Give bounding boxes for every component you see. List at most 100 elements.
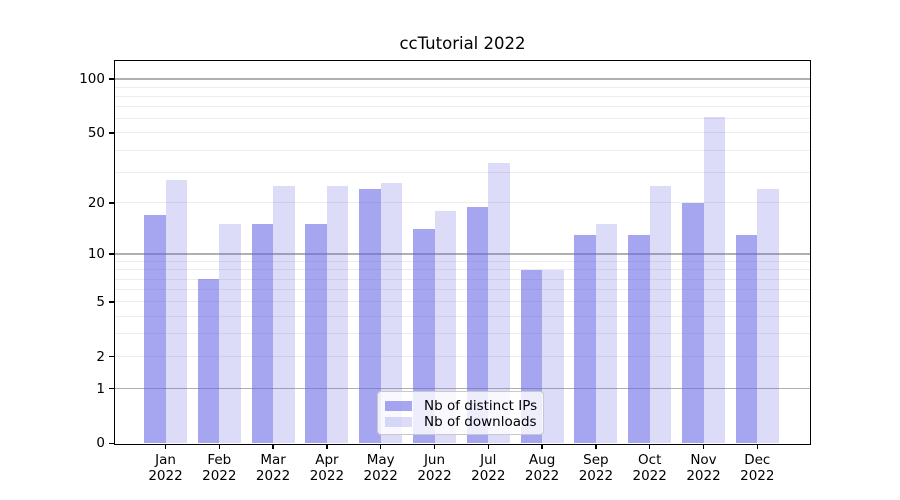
bar-downloads-aug: [542, 269, 564, 444]
x-tick-label-line: 2022: [471, 467, 506, 484]
x-tick-mark-may: [379, 444, 382, 450]
x-tick-label-line: Jun: [423, 452, 446, 468]
x-tick-label-line: 2022: [255, 467, 291, 484]
x-tick-mark-sep: [595, 444, 597, 450]
x-tick-label-aug: Aug 2022: [502, 452, 582, 484]
gridline-y-60: [115, 118, 810, 120]
y-tick-mark-0: [109, 442, 114, 445]
bar-downloads-dec: [757, 189, 779, 444]
bar-distinct-ips-feb: [197, 279, 220, 444]
y-tick-mark-100: [109, 78, 114, 80]
y-tick-mark-5: [109, 301, 114, 303]
bar-downloads-jun: [434, 210, 456, 444]
x-tick-mark-jun: [433, 444, 436, 450]
x-tick-label-line: 2022: [309, 467, 345, 484]
x-tick-label-line: 2022: [148, 467, 183, 484]
x-tick-mark-dec: [756, 444, 759, 450]
bar-distinct-ips-jun: [413, 229, 435, 444]
bar-distinct-ips-jan: [144, 215, 166, 444]
x-tick-mark-jan: [164, 444, 167, 450]
gridline-y-5: [115, 301, 810, 303]
bar-downloads-may: [380, 183, 403, 444]
x-tick-label-line: Mar: [260, 452, 286, 468]
x-tick-label-line: 2022: [632, 467, 667, 484]
bar-downloads-mar: [273, 186, 295, 444]
bar-downloads-sep: [595, 224, 618, 444]
x-tick-label-line: Apr: [315, 452, 339, 468]
x-tick-label-line: May: [366, 452, 395, 468]
legend-label-downloads: Nb of downloads: [424, 414, 537, 430]
legend-label-distinct-ips: Nb of distinct IPs: [424, 398, 538, 414]
y-tick-label-10: 10: [87, 245, 105, 262]
x-tick-label-nov: Nov 2022: [664, 452, 744, 484]
y-tick-label-2: 2: [96, 348, 105, 365]
x-tick-label-mar: Mar 2022: [233, 452, 313, 484]
legend-swatch-downloads: [385, 417, 412, 427]
gridline-y-30: [115, 171, 810, 173]
x-tick-label-apr: Apr 2022: [287, 452, 367, 484]
gridline-y-2: [115, 356, 810, 358]
x-tick-mark-jul: [487, 444, 490, 450]
y-tick-mark-1: [109, 387, 114, 390]
x-tick-label-line: Nov: [690, 452, 717, 468]
x-tick-label-line: 2022: [686, 467, 721, 484]
bar-downloads-jul: [488, 162, 510, 444]
x-tick-label-may: May 2022: [341, 452, 421, 484]
y-tick-label-5: 5: [96, 293, 105, 310]
x-tick-label-line: Feb: [207, 452, 232, 468]
y-tick-label-20: 20: [87, 194, 105, 211]
x-tick-mark-nov: [702, 444, 705, 450]
y-tick-mark-50: [109, 132, 114, 134]
bar-distinct-ips-apr: [305, 224, 327, 444]
gridline-y-80: [115, 95, 810, 97]
bar-downloads-apr: [326, 186, 349, 444]
gridline-y-9: [115, 261, 810, 262]
x-tick-label-line: Sep: [583, 452, 609, 468]
bar-downloads-oct: [649, 186, 672, 444]
x-tick-mark-aug: [541, 444, 543, 450]
bar-distinct-ips-mar: [251, 224, 274, 444]
x-tick-mark-mar: [272, 444, 274, 450]
gridline-y-10: [115, 253, 810, 255]
gridline-y-8: [115, 269, 810, 271]
gridline-y-3: [115, 333, 810, 335]
x-tick-label-jun: Jun 2022: [395, 452, 475, 484]
x-tick-label-line: Oct: [638, 452, 662, 468]
legend-swatch-distinct-ips: [385, 401, 412, 411]
y-tick-label-1: 1: [96, 380, 105, 397]
bar-downloads-nov: [703, 117, 725, 444]
x-tick-mark-oct: [648, 444, 651, 450]
gridline-y-20: [115, 202, 810, 204]
gridline-y-1: [115, 387, 810, 390]
bar-distinct-ips-oct: [628, 234, 650, 444]
x-tick-label-line: Dec: [744, 452, 771, 468]
legend: Nb of distinct IPs Nb of downloads: [376, 390, 544, 435]
legend-item-distinct-ips: Nb of distinct IPs: [385, 398, 543, 414]
x-tick-label-jan: Jan 2022: [126, 452, 206, 484]
bar-distinct-ips-may: [359, 189, 381, 444]
y-tick-label-100: 100: [79, 70, 105, 87]
x-tick-label-line: Jan: [155, 452, 176, 468]
gridline-y-7: [115, 278, 810, 280]
y-tick-label-0: 0: [96, 435, 105, 452]
y-tick-label-50: 50: [87, 124, 105, 141]
gridline-y-4: [115, 315, 810, 317]
gridline-y-40: [115, 149, 810, 151]
gridline-y-50: [115, 132, 810, 134]
x-tick-mark-apr: [326, 444, 328, 450]
x-tick-label-oct: Oct 2022: [610, 452, 690, 484]
x-tick-label-jul: Jul 2022: [448, 452, 528, 484]
x-tick-label-line: 2022: [202, 467, 237, 484]
x-tick-label-line: 2022: [524, 467, 560, 484]
gridline-y-90: [115, 86, 810, 88]
legend-item-downloads: Nb of downloads: [385, 414, 543, 430]
x-tick-label-dec: Dec 2022: [717, 452, 797, 484]
x-tick-label-line: 2022: [578, 467, 614, 484]
bar-downloads-jan: [165, 180, 187, 444]
y-tick-mark-10: [109, 253, 114, 255]
bar-downloads-feb: [219, 224, 241, 444]
gridline-y-70: [115, 106, 810, 108]
y-tick-mark-2: [109, 355, 114, 358]
x-tick-label-line: 2022: [740, 467, 775, 484]
